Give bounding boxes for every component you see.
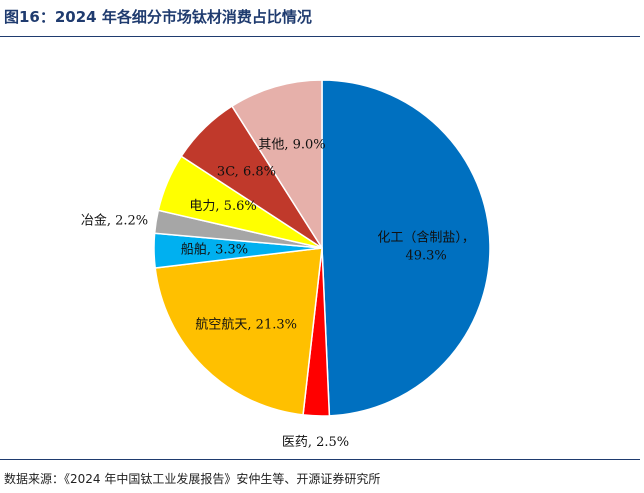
pie-slice	[321, 79, 491, 417]
data-label: 冶金, 2.2%	[81, 212, 148, 228]
source-note: 数据来源：《2024 年中国钛工业发展报告》安仲生等、开源证券研究所	[4, 472, 381, 486]
data-label: 船舶, 3.3%	[181, 242, 248, 258]
figure-title: 图16：2024 年各细分市场钛材消费占比情况	[4, 8, 312, 26]
data-label: 电力, 5.6%	[189, 199, 256, 214]
pie-labels: 化工（含制盐）， 49.3% 医药, 2.5% 航空航天, 21.3% 船舶, 3.3%…	[81, 138, 475, 450]
data-label: 3C, 6.8%	[217, 164, 276, 179]
data-label: 其他, 9.0%	[258, 138, 325, 153]
pie-slices	[153, 79, 491, 417]
pie-chart-svg: 化工（含制盐）， 49.3% 医药, 2.5% 航空航天, 21.3% 船舶, 3.3%…	[81, 79, 491, 450]
title-rule	[0, 36, 640, 37]
data-label: 化工（含制盐），	[377, 230, 475, 246]
data-label: 医药, 2.5%	[282, 435, 349, 450]
pie-slice	[230, 79, 323, 251]
source-rule	[0, 459, 640, 460]
data-label: 49.3%	[405, 249, 446, 264]
data-label: 航空航天, 21.3%	[195, 316, 297, 332]
pie-slice	[154, 247, 323, 416]
pie-chart: 化工（含制盐）， 49.3% 医药, 2.5% 航空航天, 21.3% 船舶, 3.3%…	[0, 40, 644, 455]
